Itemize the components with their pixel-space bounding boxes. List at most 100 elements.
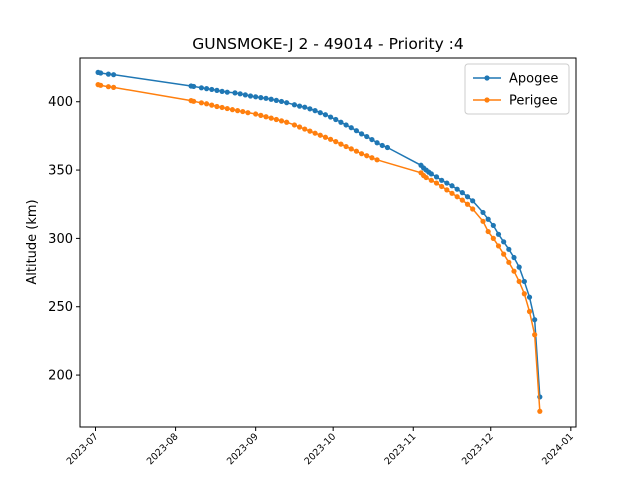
data-point-perigee <box>307 128 313 134</box>
data-point-perigee <box>327 136 334 142</box>
data-point-perigee <box>444 187 450 193</box>
data-point-perigee <box>532 332 538 338</box>
y-axis-label: Altitude (km) <box>25 199 40 284</box>
data-point-apogee <box>358 131 365 137</box>
legend-label-perigee: Perigee <box>509 94 558 109</box>
data-point-perigee <box>322 134 329 140</box>
data-point-perigee <box>105 84 112 90</box>
data-point-perigee <box>439 183 445 190</box>
data-point-perigee <box>98 82 104 88</box>
data-point-apogee <box>247 93 254 99</box>
data-point-apogee <box>237 91 243 97</box>
data-point-apogee <box>253 94 259 100</box>
data-point-perigee <box>433 180 440 186</box>
data-point-apogee <box>511 254 517 261</box>
y-tick-label: 200 <box>48 369 73 384</box>
data-point-perigee <box>454 194 460 200</box>
data-point-perigee <box>423 174 429 181</box>
data-point-apogee <box>291 102 298 108</box>
chart-title: GUNSMOKE-J 2 - 49014 - Priority :4 <box>192 35 464 53</box>
data-point-apogee <box>348 125 354 131</box>
data-point-apogee <box>273 97 279 103</box>
data-point-perigee <box>358 151 365 157</box>
data-point-apogee <box>490 222 496 229</box>
data-point-perigee <box>353 148 360 154</box>
data-point-apogee <box>526 294 533 300</box>
data-point-apogee <box>439 177 445 183</box>
data-point-apogee <box>506 246 512 252</box>
data-point-apogee <box>470 198 476 204</box>
data-point-perigee <box>516 278 522 285</box>
legend-box <box>464 63 570 115</box>
data-point-perigee <box>198 100 205 106</box>
data-point-perigee <box>485 228 491 235</box>
data-point-apogee <box>364 133 370 140</box>
data-point-perigee <box>449 190 455 196</box>
data-point-perigee <box>464 201 471 207</box>
data-point-apogee <box>191 83 197 90</box>
data-point-apogee <box>302 104 308 110</box>
data-point-apogee <box>454 186 460 192</box>
data-point-perigee <box>245 110 251 116</box>
data-point-perigee <box>501 251 507 257</box>
data-point-perigee <box>348 146 354 152</box>
data-point-perigee <box>224 105 230 112</box>
data-point-perigee <box>470 206 476 212</box>
data-point-perigee <box>317 132 323 138</box>
data-point-apogee <box>242 92 248 98</box>
data-point-apogee <box>296 103 303 109</box>
data-point-perigee <box>203 101 210 107</box>
data-point-perigee <box>219 104 225 111</box>
data-point-perigee <box>490 235 496 241</box>
y-tick-label: 400 <box>48 95 73 110</box>
data-point-apogee <box>449 183 455 189</box>
data-point-perigee <box>521 291 527 297</box>
data-point-apogee <box>110 72 117 78</box>
data-point-perigee <box>110 84 117 90</box>
data-point-apogee <box>268 96 274 102</box>
data-point-perigee <box>428 177 434 183</box>
data-point-apogee <box>433 174 440 180</box>
data-point-apogee <box>105 71 112 77</box>
data-point-perigee <box>284 119 290 125</box>
data-point-perigee <box>191 98 197 104</box>
data-point-perigee <box>526 308 533 315</box>
data-point-perigee <box>537 408 543 414</box>
data-point-apogee <box>353 128 360 134</box>
data-point-apogee <box>480 209 486 216</box>
data-point-perigee <box>209 102 215 108</box>
data-point-apogee <box>322 112 329 118</box>
axes-frame <box>79 57 577 428</box>
data-point-apogee <box>258 95 264 101</box>
data-point-perigee <box>364 153 370 159</box>
data-point-apogee <box>428 171 434 177</box>
data-point-perigee <box>338 141 344 147</box>
data-point-perigee <box>253 111 259 117</box>
data-point-perigee <box>302 126 308 132</box>
data-point-apogee <box>338 119 344 125</box>
data-point-perigee <box>333 139 339 145</box>
data-point-perigee <box>278 118 285 124</box>
data-point-apogee <box>312 108 318 114</box>
data-point-perigee <box>369 155 375 161</box>
data-point-apogee <box>203 86 210 92</box>
data-point-perigee <box>291 122 298 128</box>
data-point-apogee <box>327 114 334 120</box>
data-point-apogee <box>284 100 290 106</box>
data-point-perigee <box>258 112 264 118</box>
data-point-apogee <box>532 317 538 323</box>
data-point-perigee <box>234 108 241 114</box>
data-point-apogee <box>232 90 238 96</box>
data-point-perigee <box>374 157 380 163</box>
data-point-apogee <box>384 144 391 151</box>
data-point-perigee <box>268 115 274 121</box>
data-point-perigee <box>229 107 236 113</box>
data-point-apogee <box>501 239 507 245</box>
legend-label-apogee: Apogee <box>509 72 558 87</box>
data-point-apogee <box>198 85 205 91</box>
data-point-apogee <box>374 140 380 146</box>
data-point-perigee <box>214 103 220 110</box>
data-point-apogee <box>485 216 491 222</box>
legend-marker-perigee <box>484 97 490 103</box>
